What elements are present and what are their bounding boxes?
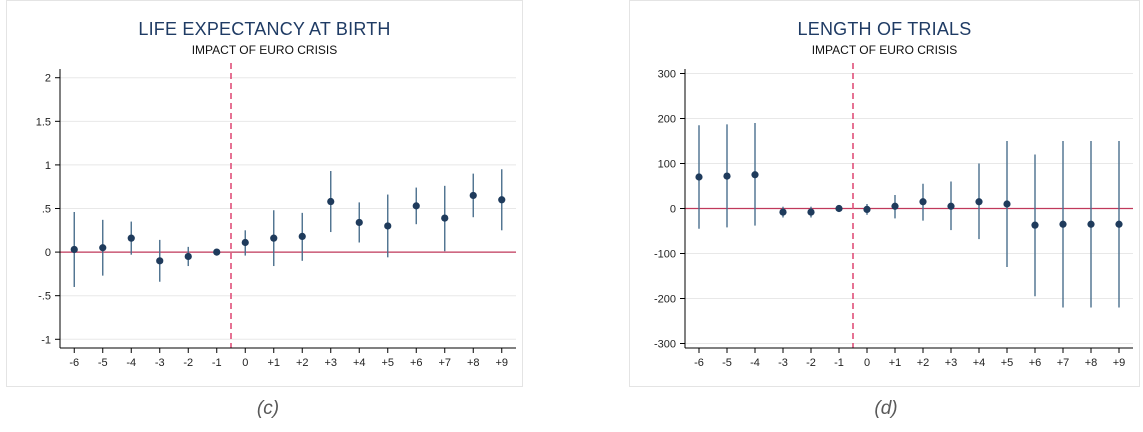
data-point	[498, 196, 506, 204]
data-point	[99, 244, 107, 252]
data-point	[70, 245, 78, 254]
x-tick-label: +8	[1085, 357, 1098, 369]
y-tick-label: 300	[658, 69, 676, 81]
data-point	[807, 208, 815, 216]
x-tick-label: +6	[410, 357, 423, 369]
y-tick-label: -.5	[38, 291, 51, 303]
x-tick-label: -5	[98, 357, 108, 369]
y-tick-label: 200	[658, 114, 676, 126]
data-point	[723, 172, 731, 180]
y-tick-label: 100	[658, 159, 676, 171]
x-tick-label: +1	[889, 357, 902, 369]
chart-title: LENGTH OF TRIALS	[797, 19, 972, 39]
data-point	[1115, 220, 1123, 228]
x-tick-label: -1	[212, 357, 222, 369]
chart-panel-d: LENGTH OF TRIALS IMPACT OF EURO CRISIS -…	[629, 0, 1140, 387]
y-tick-label: 0	[45, 247, 51, 259]
data-point	[127, 234, 135, 242]
y-tick-label: -100	[654, 249, 676, 261]
data-point	[412, 202, 420, 210]
x-tick-label: -6	[694, 357, 704, 369]
data-point	[384, 222, 392, 230]
chart-plot: -1 -.5 0 .5 1 1.5 2 -6 -5 -4 -3 -2 -1 0 +1 +2 +3 +4 +5 +6 +7…	[36, 63, 516, 369]
x-tick-label: +5	[381, 357, 394, 369]
x-tick-label: +7	[1057, 357, 1070, 369]
x-tick-label: +9	[495, 357, 508, 369]
data-point	[975, 198, 983, 206]
figure-caption: (d)	[874, 398, 898, 419]
y-tick-label: 2	[45, 73, 51, 85]
y-tick-label: -200	[654, 294, 676, 306]
x-tick-label: 0	[242, 357, 248, 369]
y-tick-label: -300	[654, 339, 676, 351]
data-point	[270, 234, 278, 242]
chart-subtitle: IMPACT OF EURO CRISIS	[811, 43, 958, 57]
data-point	[469, 191, 477, 200]
figure-caption: (c)	[256, 398, 280, 419]
data-point	[947, 202, 955, 210]
chart-subtitle: IMPACT OF EURO CRISIS	[191, 43, 338, 57]
data-point	[156, 257, 164, 265]
y-tick-label: 1.5	[36, 116, 51, 128]
chart-title: LIFE EXPECTANCY AT BIRTH	[138, 19, 391, 39]
chart-plot: -300 -200 -100 0 100 200 300 -6 -5 -4 -3 -2 -1 0 +1 +2 +…	[654, 63, 1133, 369]
x-tick-label: +2	[917, 357, 930, 369]
x-tick-label: +3	[324, 357, 337, 369]
x-tick-label: +4	[973, 357, 986, 369]
data-point	[919, 198, 927, 206]
x-tick-label: -1	[834, 357, 844, 369]
data-point	[779, 208, 787, 216]
x-tick-label: +8	[467, 357, 480, 369]
data-point	[1031, 221, 1039, 229]
data-point	[184, 252, 192, 261]
x-tick-label: -4	[126, 357, 136, 369]
data-point	[241, 238, 249, 247]
x-tick-label: +3	[945, 357, 958, 369]
y-tick-label: -1	[41, 334, 51, 346]
data-point	[327, 197, 335, 206]
x-tick-label: -2	[183, 357, 193, 369]
data-point	[1059, 220, 1067, 228]
data-point	[1003, 200, 1011, 208]
x-tick-label: +5	[1001, 357, 1014, 369]
x-tick-label: -6	[69, 357, 79, 369]
x-tick-label: +7	[438, 357, 451, 369]
data-point	[298, 232, 306, 240]
data-point	[355, 218, 363, 227]
x-tick-label: -3	[155, 357, 165, 369]
x-tick-label: +4	[353, 357, 366, 369]
data-point	[1087, 220, 1095, 228]
x-tick-label: +6	[1029, 357, 1042, 369]
x-tick-label: -3	[778, 357, 788, 369]
x-tick-label: 0	[864, 357, 870, 369]
data-point	[863, 205, 871, 213]
chart-panel-c: LIFE EXPECTANCY AT BIRTH IMPACT OF EURO …	[6, 0, 523, 387]
x-tick-label: -2	[806, 357, 816, 369]
y-tick-label: 1	[45, 160, 51, 172]
data-point	[213, 248, 221, 256]
x-tick-label: -4	[750, 357, 760, 369]
data-point	[695, 173, 703, 181]
y-tick-label: .5	[42, 204, 51, 216]
x-tick-label: -5	[722, 357, 732, 369]
y-tick-label: 0	[670, 204, 676, 216]
x-tick-label: +1	[267, 357, 280, 369]
data-point	[751, 171, 759, 179]
data-point	[441, 214, 449, 222]
x-tick-label: +9	[1113, 357, 1126, 369]
data-point	[891, 202, 899, 210]
data-point	[835, 204, 843, 213]
x-tick-label: +2	[296, 357, 309, 369]
